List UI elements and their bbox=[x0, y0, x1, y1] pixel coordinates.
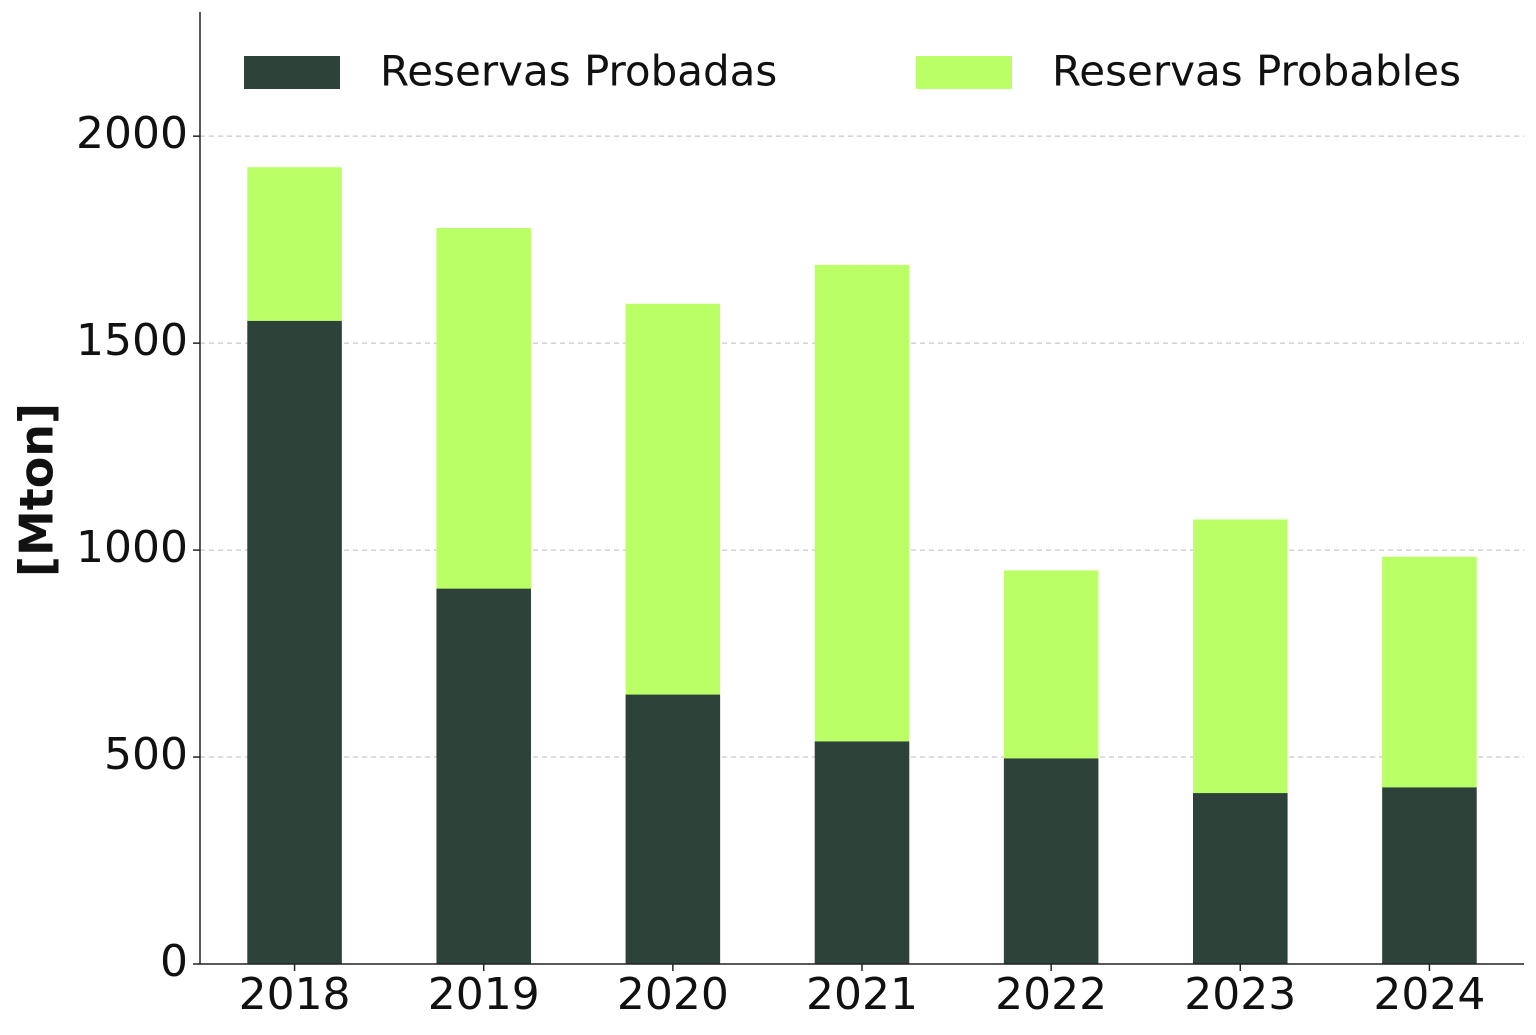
y-tick-label: 2000 bbox=[76, 108, 188, 159]
x-tick-label: 2020 bbox=[617, 969, 729, 1020]
bar-segment bbox=[814, 741, 910, 964]
y-tick-label: 1500 bbox=[76, 315, 188, 366]
y-tick-label: 1000 bbox=[76, 522, 188, 573]
bar-segment bbox=[1382, 787, 1477, 964]
legend-label: Reservas Probables bbox=[1052, 47, 1461, 96]
bar-segment bbox=[247, 167, 342, 321]
bar-segment bbox=[814, 264, 910, 742]
legend-swatch bbox=[916, 56, 1012, 89]
x-tick-label: 2021 bbox=[806, 969, 918, 1020]
bar-segment bbox=[436, 588, 531, 964]
bar-segment bbox=[1193, 519, 1288, 794]
x-tick-label: 2023 bbox=[1184, 969, 1296, 1020]
y-axis-label: [Mton] bbox=[10, 403, 64, 577]
bar-segment bbox=[1003, 758, 1099, 964]
bar-segment bbox=[1193, 793, 1288, 964]
y-tick-label: 0 bbox=[160, 936, 188, 987]
bar-segment bbox=[1003, 570, 1099, 759]
bar-segment bbox=[247, 320, 342, 964]
x-tick-label: 2022 bbox=[995, 969, 1107, 1020]
bar-segment bbox=[625, 694, 721, 964]
y-tick-label: 500 bbox=[104, 729, 188, 780]
x-tick-label: 2018 bbox=[239, 969, 351, 1020]
legend-swatch bbox=[244, 56, 340, 89]
legend-label: Reservas Probadas bbox=[380, 47, 777, 96]
bar-segment bbox=[436, 228, 531, 589]
x-tick-label: 2019 bbox=[428, 969, 540, 1020]
bar-segment bbox=[625, 303, 721, 695]
bar-segment bbox=[1382, 556, 1477, 788]
x-tick-label: 2024 bbox=[1373, 969, 1485, 1020]
